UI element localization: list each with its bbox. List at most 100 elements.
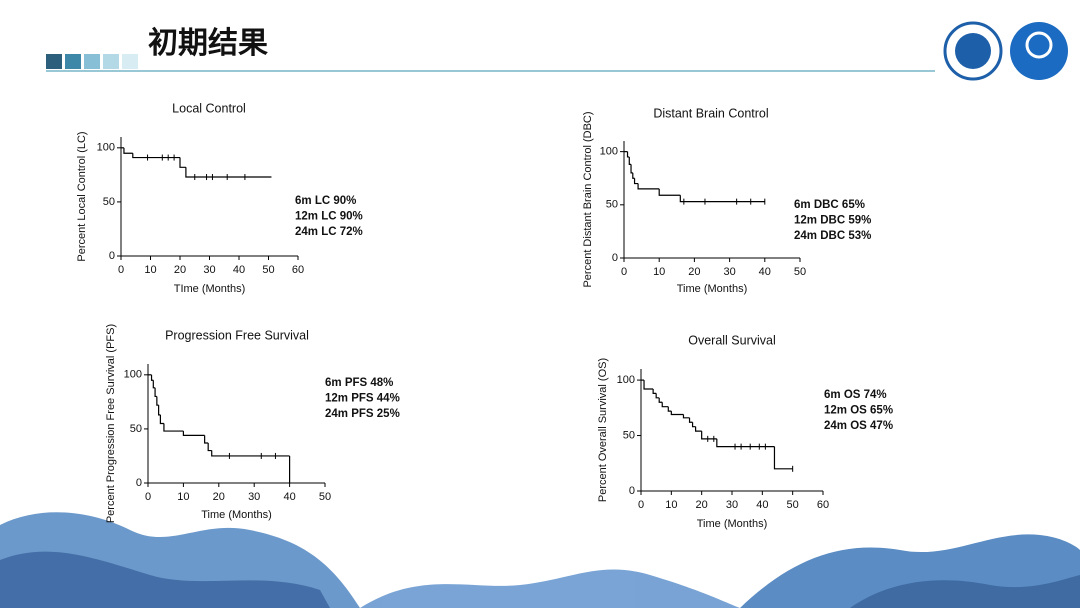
survival-step bbox=[211, 450, 290, 457]
x-tick-label: 20 bbox=[213, 491, 225, 503]
survival-step bbox=[626, 151, 630, 158]
survival-step bbox=[150, 374, 154, 381]
survival-step bbox=[154, 387, 157, 398]
annotation: 12m PFS 44% bbox=[325, 393, 400, 405]
x-tick-label: 30 bbox=[726, 499, 738, 511]
survival-step bbox=[679, 195, 765, 203]
chart-title: Progression Free Survival bbox=[165, 328, 309, 342]
x-tick-label: 40 bbox=[759, 266, 771, 278]
x-tick-label: 50 bbox=[787, 499, 799, 511]
survival-step bbox=[643, 380, 654, 390]
y-tick-label: 100 bbox=[617, 374, 635, 386]
survival-step bbox=[652, 388, 657, 394]
survival-step bbox=[701, 431, 717, 440]
survival-step bbox=[156, 396, 159, 406]
survival-step bbox=[182, 431, 205, 436]
chart-title: Overall Survival bbox=[688, 333, 776, 347]
y-tick-label: 50 bbox=[103, 196, 115, 208]
survival-step bbox=[695, 426, 702, 432]
survival-step bbox=[670, 411, 684, 416]
x-tick-label: 20 bbox=[688, 266, 700, 278]
x-tick-label: 0 bbox=[638, 499, 644, 511]
wave bbox=[0, 551, 330, 608]
x-tick-label: 10 bbox=[653, 266, 665, 278]
annotation: 24m PFS 25% bbox=[325, 408, 400, 420]
logo bbox=[955, 33, 991, 69]
x-tick-label: 0 bbox=[118, 264, 124, 276]
wave bbox=[360, 569, 740, 608]
survival-step bbox=[630, 164, 633, 174]
x-tick-label: 40 bbox=[283, 491, 295, 503]
y-axis-label: Percent Overall Survival (OS) bbox=[597, 358, 609, 502]
deco-square bbox=[103, 54, 119, 69]
survival-step bbox=[633, 178, 639, 185]
annotation: 6m DBC 65% bbox=[794, 199, 865, 211]
x-axis-label: TIme (Months) bbox=[174, 283, 246, 295]
survival-step bbox=[658, 397, 663, 403]
survival-step bbox=[163, 423, 184, 432]
y-tick-label: 100 bbox=[124, 369, 142, 381]
x-tick-label: 50 bbox=[319, 491, 331, 503]
slide-title: 初期结果 bbox=[148, 27, 268, 60]
x-axis-label: Time (Months) bbox=[201, 509, 272, 521]
y-tick-label: 50 bbox=[606, 199, 618, 211]
x-tick-label: 40 bbox=[233, 264, 245, 276]
x-tick-label: 20 bbox=[174, 264, 186, 276]
wave-decoration bbox=[0, 512, 1080, 608]
survival-step bbox=[688, 417, 693, 423]
x-tick-label: 0 bbox=[145, 491, 151, 503]
survival-step bbox=[667, 406, 672, 412]
survival-step bbox=[691, 422, 696, 428]
chart-title: Distant Brain Control bbox=[653, 106, 768, 120]
x-axis-label: Time (Months) bbox=[697, 518, 768, 530]
survival-step bbox=[628, 156, 632, 165]
annotation: 24m LC 72% bbox=[295, 226, 363, 238]
x-tick-label: 30 bbox=[248, 491, 260, 503]
survival-step bbox=[152, 380, 156, 389]
y-axis-label: Percent Distant Brain Control (DBC) bbox=[582, 111, 594, 287]
y-tick-label: 0 bbox=[629, 485, 635, 497]
survival-step bbox=[123, 147, 133, 154]
y-tick-label: 100 bbox=[97, 142, 115, 154]
x-tick-label: 50 bbox=[794, 266, 806, 278]
survival-step bbox=[179, 157, 186, 168]
wave bbox=[850, 575, 1080, 608]
annotation: 6m OS 74% bbox=[824, 389, 887, 401]
chart-title: Local Control bbox=[172, 101, 246, 115]
x-tick-label: 60 bbox=[817, 499, 829, 511]
annotation: 24m OS 47% bbox=[824, 420, 893, 432]
y-axis-label: Percent Progression Free Survival (PFS) bbox=[105, 324, 117, 523]
x-tick-label: 0 bbox=[621, 266, 627, 278]
survival-step bbox=[773, 446, 793, 470]
y-tick-label: 50 bbox=[623, 429, 635, 441]
deco-square bbox=[46, 54, 62, 69]
x-tick-label: 10 bbox=[144, 264, 156, 276]
survival-step bbox=[682, 414, 690, 419]
survival-step bbox=[158, 405, 161, 416]
survival-step bbox=[637, 183, 660, 190]
y-axis-label: Percent Local Control (LC) bbox=[76, 131, 88, 261]
survival-step bbox=[185, 167, 272, 178]
y-tick-label: 0 bbox=[136, 477, 142, 489]
survival-step bbox=[655, 393, 660, 399]
annotation: 12m OS 65% bbox=[824, 405, 893, 417]
logo bbox=[1010, 22, 1068, 80]
deco-square bbox=[84, 54, 100, 69]
deco-square bbox=[65, 54, 81, 69]
x-tick-label: 50 bbox=[262, 264, 274, 276]
annotation: 12m LC 90% bbox=[295, 211, 363, 223]
x-tick-label: 20 bbox=[696, 499, 708, 511]
annotation: 24m DBC 53% bbox=[794, 230, 871, 242]
y-tick-label: 100 bbox=[600, 146, 618, 158]
deco-square bbox=[122, 54, 138, 69]
logo bbox=[1025, 31, 1053, 59]
annotation: 12m DBC 59% bbox=[794, 215, 871, 227]
survival-step bbox=[716, 438, 775, 448]
x-tick-label: 60 bbox=[292, 264, 304, 276]
survival-step bbox=[207, 442, 212, 452]
x-tick-label: 30 bbox=[203, 264, 215, 276]
x-axis-label: Time (Months) bbox=[677, 283, 748, 295]
annotation: 6m LC 90% bbox=[295, 195, 356, 207]
